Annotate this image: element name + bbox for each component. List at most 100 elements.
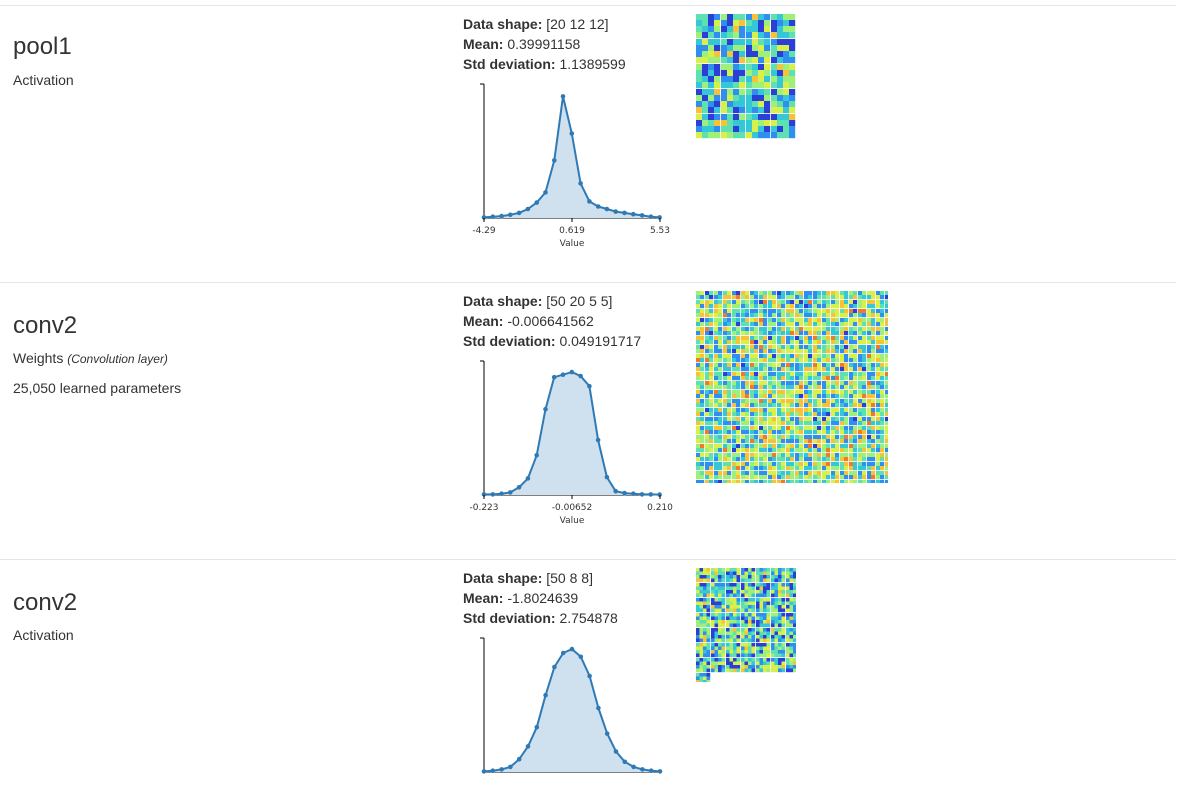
- feature-map-tile: [768, 435, 777, 444]
- feature-map-tile: [714, 291, 723, 300]
- feature-map-tile: [759, 381, 768, 390]
- feature-map-tile: [813, 435, 822, 444]
- histogram-point: [534, 200, 539, 205]
- feature-map-tile: [849, 309, 858, 318]
- feature-map-tile: [714, 426, 723, 435]
- feature-map-tile: [756, 643, 771, 658]
- feature-map-tile: [777, 300, 786, 309]
- feature-map-tile: [858, 426, 867, 435]
- histogram-point: [543, 692, 548, 698]
- feature-map-tile: [777, 417, 786, 426]
- feature-map-tile: [750, 354, 759, 363]
- feature-map-tile: [813, 327, 822, 336]
- activation-grid: [696, 14, 796, 139]
- feature-map-tile: [786, 390, 795, 399]
- feature-map-tile: [795, 327, 804, 336]
- feature-map-tile: [795, 372, 804, 381]
- feature-map-tile: [750, 363, 759, 372]
- feature-map-tile: [750, 309, 759, 318]
- feature-map-tile: [696, 613, 711, 628]
- histogram-point: [560, 372, 566, 377]
- feature-map-tile: [804, 462, 813, 471]
- feature-map-tile: [726, 613, 741, 628]
- histogram-point: [525, 206, 531, 212]
- data-shape-line: Data shape: [50 20 5 5]: [463, 291, 641, 311]
- feature-map-tile: [759, 408, 768, 417]
- feature-map-tile: [885, 453, 888, 462]
- feature-map-tile: [867, 318, 876, 327]
- feature-map-tile: [756, 568, 771, 583]
- feature-map-tile: [750, 372, 759, 381]
- feature-map-tile: [885, 426, 888, 435]
- feature-map-tile: [858, 309, 867, 318]
- x-tick-label: -0.00652: [552, 503, 592, 513]
- feature-map-tile: [777, 462, 786, 471]
- feature-map-tile: [786, 309, 795, 318]
- feature-map-tile: [714, 372, 723, 381]
- feature-map-tile: [849, 327, 858, 336]
- histogram-point: [516, 485, 522, 490]
- feature-map-tile: [777, 354, 786, 363]
- feature-map-tile: [741, 300, 750, 309]
- feature-map-tile: [876, 309, 885, 318]
- feature-map-tile: [867, 327, 876, 336]
- feature-map-tile: [741, 381, 750, 390]
- feature-map-tile: [732, 291, 741, 300]
- feature-map-tile: [696, 363, 705, 372]
- feature-map-tile: [885, 327, 888, 336]
- feature-map-tile: [759, 453, 768, 462]
- feature-map-tile: [705, 390, 714, 399]
- feature-map-tile: [813, 480, 822, 483]
- feature-map-tile: [777, 435, 786, 444]
- histogram-point: [499, 767, 504, 772]
- feature-map-tile: [714, 408, 723, 417]
- feature-map-tile: [831, 381, 840, 390]
- feature-map-tile: [714, 417, 723, 426]
- feature-map-tile: [768, 471, 777, 480]
- feature-map-tile: [696, 444, 705, 453]
- data-shape-value: [50 20 5 5]: [546, 293, 613, 309]
- feature-map-tile: [705, 336, 714, 345]
- feature-map-tile: [867, 291, 876, 300]
- std-label: Std deviation:: [463, 56, 556, 72]
- feature-map-tile: [876, 300, 885, 309]
- value-histogram: [480, 637, 663, 774]
- feature-map-tile: [768, 453, 777, 462]
- feature-map-tile: [795, 417, 804, 426]
- feature-map-tile: [822, 291, 831, 300]
- feature-map-tile: [759, 327, 768, 336]
- feature-map-tile: [711, 658, 726, 673]
- layer-row-pool1: pool1 Activation Data shape: [20 12 12] …: [0, 5, 1176, 283]
- feature-map-tile: [741, 658, 756, 673]
- feature-map-tile: [885, 372, 888, 381]
- feature-map-tile: [786, 417, 795, 426]
- feature-map-tile: [804, 345, 813, 354]
- feature-map-tile: [804, 354, 813, 363]
- data-shape-value: [50 8 8]: [546, 570, 593, 586]
- feature-map-tile: [831, 426, 840, 435]
- feature-map-tile: [804, 363, 813, 372]
- feature-map-tile: [768, 390, 777, 399]
- histogram-point: [587, 673, 592, 679]
- feature-map-tile: [721, 89, 746, 114]
- feature-map-tile: [867, 363, 876, 372]
- feature-map-tile: [786, 327, 795, 336]
- feature-map-tile: [759, 390, 768, 399]
- feature-map-tile: [721, 14, 746, 39]
- feature-map-tile: [723, 444, 732, 453]
- feature-map-tile: [714, 480, 723, 483]
- feature-map-tile: [876, 327, 885, 336]
- feature-map-tile: [696, 381, 705, 390]
- feature-map-tile: [696, 480, 705, 483]
- feature-map-tile: [885, 381, 888, 390]
- feature-map-tile: [831, 408, 840, 417]
- feature-map-tile: [750, 480, 759, 483]
- feature-map-tile: [771, 39, 796, 64]
- feature-map-tile: [768, 327, 777, 336]
- feature-map-tile: [849, 471, 858, 480]
- std-label: Std deviation:: [463, 610, 556, 626]
- feature-map-tile: [858, 372, 867, 381]
- feature-map-tile: [741, 435, 750, 444]
- std-line: Std deviation: 2.754878: [463, 608, 618, 628]
- feature-map-tile: [726, 583, 741, 598]
